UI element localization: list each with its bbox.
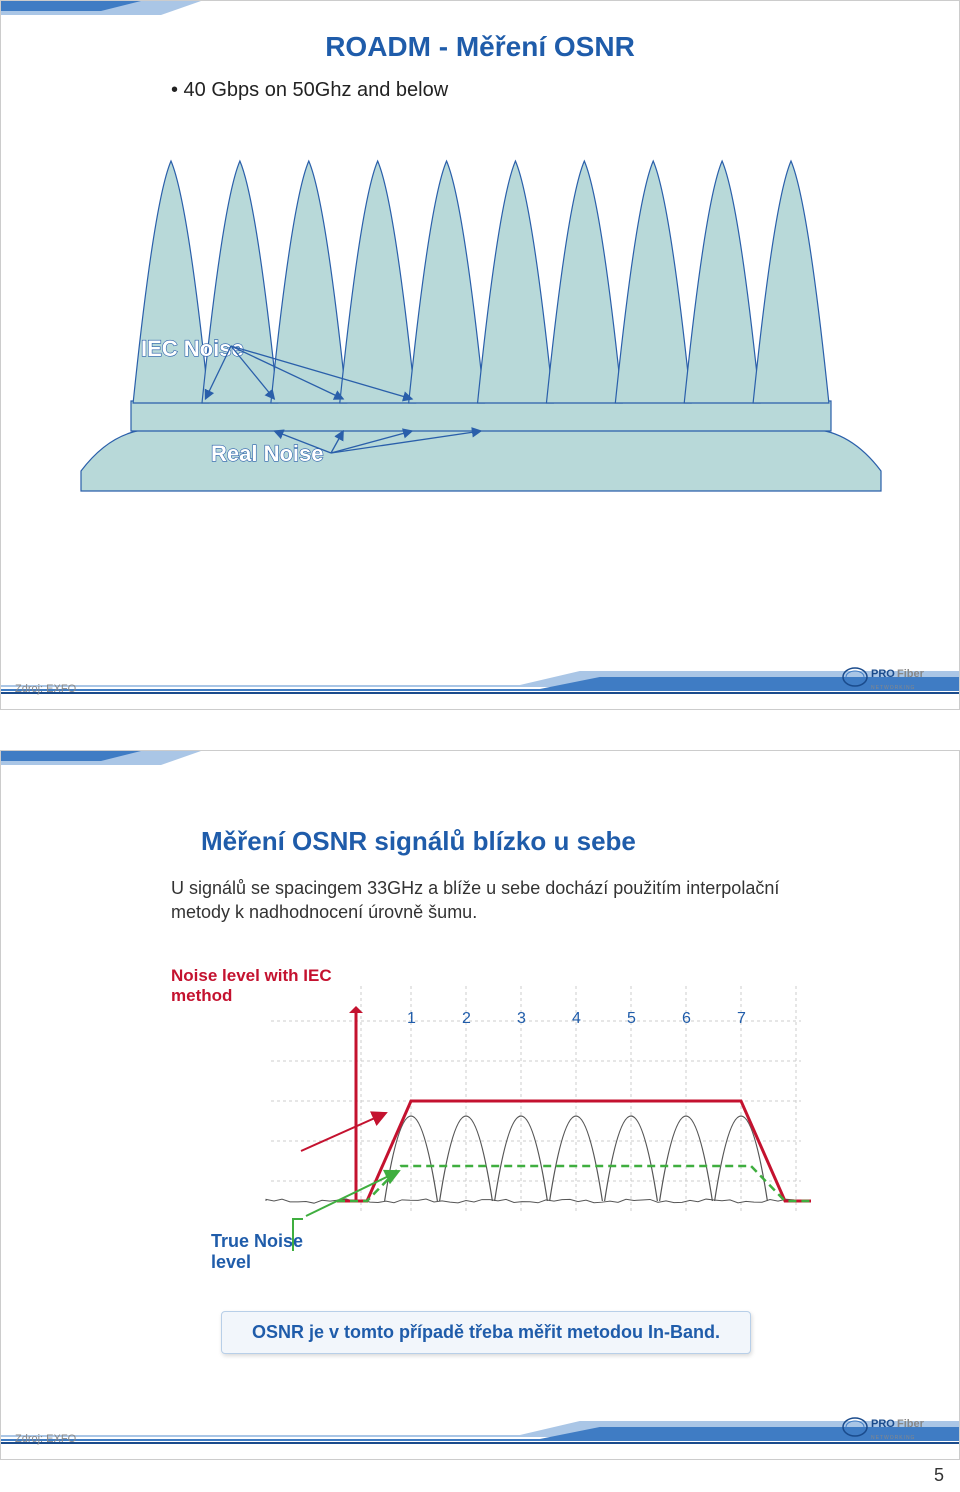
page-number: 5 <box>934 1465 944 1486</box>
subtext-line2: metody k nadhodnocení úrovně šumu. <box>171 902 477 922</box>
slide-2: Měření OSNR signálů blízko u sebe U sign… <box>0 750 960 1460</box>
slide2-subtext: U signálů se spacingem 33GHz a blíže u s… <box>171 876 779 925</box>
svg-text:7: 7 <box>737 1010 746 1027</box>
real-noise-band <box>81 429 881 491</box>
svg-text:6: 6 <box>682 1010 691 1027</box>
svg-text:1: 1 <box>407 1010 416 1027</box>
real-noise-label: Real Noise <box>211 441 324 466</box>
slide2-title: Měření OSNR signálů blízko u sebe <box>201 826 636 857</box>
slide1-title: ROADM - Měření OSNR <box>325 31 635 63</box>
svg-text:4: 4 <box>572 1010 581 1027</box>
source-label-2: Zdroj: EXFO <box>15 1433 76 1445</box>
source-label-1: Zdroj: EXFO <box>15 683 76 695</box>
green-connector <box>293 1219 303 1251</box>
red-label-pointer <box>349 1006 363 1013</box>
true-noise-trace <box>337 1166 811 1201</box>
gridlines <box>271 986 801 1211</box>
slide-1: ROADM - Měření OSNR • 40 Gbps on 50Ghz a… <box>0 0 960 710</box>
logo: PRO Fiber NETWORKING <box>841 663 941 697</box>
bottom-bar <box>1 1401 959 1451</box>
svg-text:2: 2 <box>462 1010 471 1027</box>
channel-peaks <box>385 1116 768 1201</box>
top-accent <box>1 751 201 769</box>
iec-noise-label: IEC Noise <box>141 336 244 361</box>
channel-labels: 1 2 3 4 5 6 7 <box>407 1010 746 1027</box>
svg-text:NETWORKING: NETWORKING <box>871 1435 915 1441</box>
svg-text:5: 5 <box>627 1010 636 1027</box>
iec-noise-band <box>131 401 831 431</box>
top-accent <box>1 1 201 19</box>
slide1-bullet: • 40 Gbps on 50Ghz and below <box>171 79 448 102</box>
subtext-line1: U signálů se spacingem 33GHz a blíže u s… <box>171 878 779 898</box>
svg-text:PRO: PRO <box>871 668 895 680</box>
svg-text:Fiber: Fiber <box>897 1418 925 1430</box>
svg-text:PRO: PRO <box>871 1418 895 1430</box>
logo: PRO Fiber NETWORKING <box>841 1413 941 1447</box>
osnr-chart: 1 2 3 4 5 6 7 <box>151 951 811 1271</box>
red-arrow <box>301 1113 386 1151</box>
spectrum-diagram: IEC Noise Real Noise <box>61 131 901 551</box>
callout: OSNR je v tomto případě třeba měřit meto… <box>221 1311 751 1354</box>
peaks <box>133 161 829 403</box>
svg-text:Fiber: Fiber <box>897 668 925 680</box>
green-arrow <box>306 1171 399 1216</box>
svg-text:NETWORKING: NETWORKING <box>871 685 915 691</box>
bottom-bar <box>1 651 959 701</box>
svg-text:3: 3 <box>517 1010 526 1027</box>
